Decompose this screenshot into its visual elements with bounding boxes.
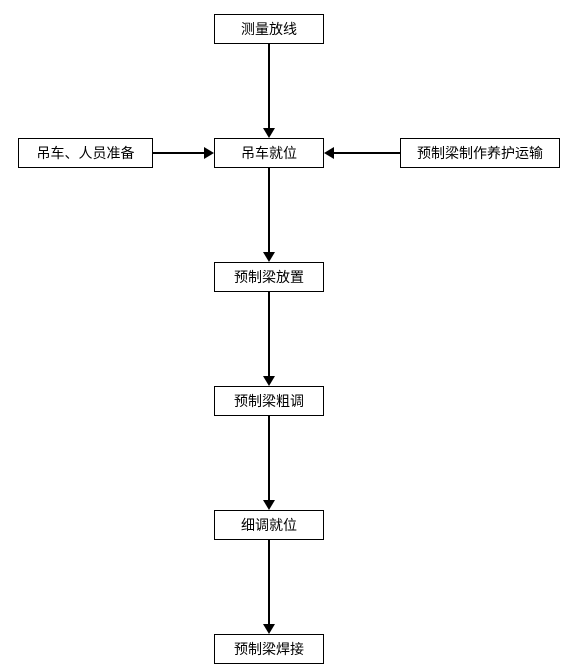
node-prefab-beam-transport: 预制梁制作养护运输 xyxy=(400,138,560,168)
node-measure: 测量放线 xyxy=(214,14,324,44)
node-label: 预制梁焊接 xyxy=(234,639,304,659)
arrowhead-n4-n3 xyxy=(324,147,334,159)
arrowhead-n3-n5 xyxy=(263,252,275,262)
arrowhead-n1-n3 xyxy=(263,128,275,138)
edge-n6-n7 xyxy=(268,416,270,500)
arrowhead-n2-n3 xyxy=(204,147,214,159)
node-label: 预制梁粗调 xyxy=(234,391,304,411)
node-label: 预制梁放置 xyxy=(234,267,304,287)
node-label: 吊车就位 xyxy=(241,143,297,163)
edge-n5-n6 xyxy=(268,292,270,376)
arrowhead-n5-n6 xyxy=(263,376,275,386)
edge-n2-n3 xyxy=(153,152,204,154)
node-label: 吊车、人员准备 xyxy=(37,143,135,163)
node-prefab-beam-weld: 预制梁焊接 xyxy=(214,634,324,664)
edge-n3-n5 xyxy=(268,168,270,252)
node-crane-position: 吊车就位 xyxy=(214,138,324,168)
edge-n1-n3 xyxy=(268,44,270,128)
edge-n4-n3 xyxy=(334,152,400,154)
node-label: 测量放线 xyxy=(241,19,297,39)
edge-n7-n8 xyxy=(268,540,270,624)
node-prefab-beam-place: 预制梁放置 xyxy=(214,262,324,292)
arrowhead-n6-n7 xyxy=(263,500,275,510)
node-fine-adjust-position: 细调就位 xyxy=(214,510,324,540)
node-label: 预制梁制作养护运输 xyxy=(417,143,543,163)
node-prefab-beam-coarse-adjust: 预制梁粗调 xyxy=(214,386,324,416)
arrowhead-n7-n8 xyxy=(263,624,275,634)
node-label: 细调就位 xyxy=(241,515,297,535)
node-crane-personnel-prep: 吊车、人员准备 xyxy=(18,138,153,168)
